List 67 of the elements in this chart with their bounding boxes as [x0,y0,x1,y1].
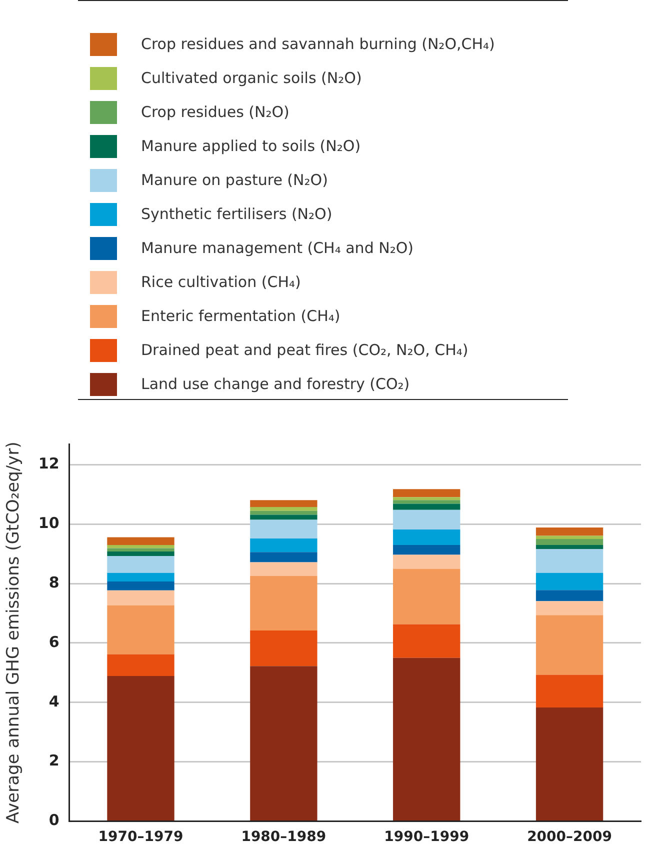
y-tick-label: 2 [48,752,60,770]
bar [250,630,318,666]
bar [250,576,318,631]
x-tick-label: 1980–1989 [241,829,326,846]
bar [536,527,604,536]
x-tick-label: 1970–1979 [98,829,184,846]
bar [393,624,460,658]
y-tick-label: 4 [48,692,60,710]
y-tick-label: 12 [38,454,60,473]
bar [250,538,318,552]
bar [250,506,318,511]
bar [393,658,460,820]
bar [250,500,318,507]
bar [536,707,604,820]
bar [250,562,318,576]
legend-label: Crop residues (N₂O) [141,103,290,121]
y-tick-label: 0 [48,811,60,830]
legend-label: Crop residues and savannah burning (N₂O,CH₄) [141,35,495,53]
bar [393,489,460,498]
legend-label: Cultivated organic soils (N₂O) [141,69,362,87]
bar [393,504,460,510]
legend-label: Enteric fermentation (CH₄) [141,307,340,325]
bar [250,514,318,520]
bar [536,536,604,540]
bar [107,605,174,654]
y-tick-label: 8 [48,573,60,592]
legend-label: Manure applied to soils (N₂O) [141,137,361,155]
bar [107,590,174,606]
bar [536,590,604,602]
bar [536,544,604,550]
bar [536,674,604,708]
bar [250,666,318,820]
y-tick-label: 10 [38,514,60,532]
legend-label: Land use change and forestry (CO₂) [141,375,410,393]
bar [393,568,460,624]
bar [536,539,604,545]
bar [107,556,174,573]
x-tick-label: 1990–1999 [384,829,470,846]
bar [536,572,604,590]
bar [536,601,604,616]
y-tick-label: 6 [48,632,60,651]
legend-label: Synthetic fertilisers (N₂O) [141,205,332,223]
bar [393,500,460,504]
legend-label: Manure management (CH₄ and N₂O) [141,239,414,257]
bar [393,497,460,500]
bar [107,654,174,676]
bar [107,572,174,582]
legend-label: Manure on pasture (N₂O) [141,171,328,189]
bar [107,676,174,820]
bar [250,552,318,562]
bar [107,548,174,552]
bar [107,537,174,545]
bar [536,615,604,675]
bar [107,582,174,590]
x-tick-label: 2000–2009 [527,829,612,846]
bar [250,510,318,515]
bar [250,520,318,538]
legend-label: Rice cultivation (CH₄) [141,273,301,291]
bar [393,554,460,569]
legend-label: Drained peat and peat fires (CO₂, N₂O, CH₄) [141,341,468,359]
bar [393,544,460,555]
bar [536,549,604,573]
bar [107,552,174,556]
bar [393,510,460,530]
bar [107,544,174,548]
y-axis-title: Average annual GHG emissions (GtCO₂eq/yr) [4,442,24,824]
bar [393,530,460,545]
